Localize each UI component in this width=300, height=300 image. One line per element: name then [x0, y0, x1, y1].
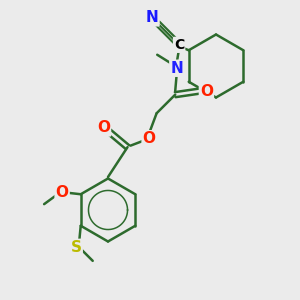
Text: O: O — [97, 121, 110, 136]
Text: N: N — [170, 61, 183, 76]
Text: N: N — [146, 10, 158, 26]
Text: C: C — [174, 38, 184, 52]
Text: O: O — [200, 84, 213, 99]
Text: S: S — [71, 240, 82, 255]
Text: O: O — [56, 185, 69, 200]
Text: O: O — [142, 131, 156, 146]
